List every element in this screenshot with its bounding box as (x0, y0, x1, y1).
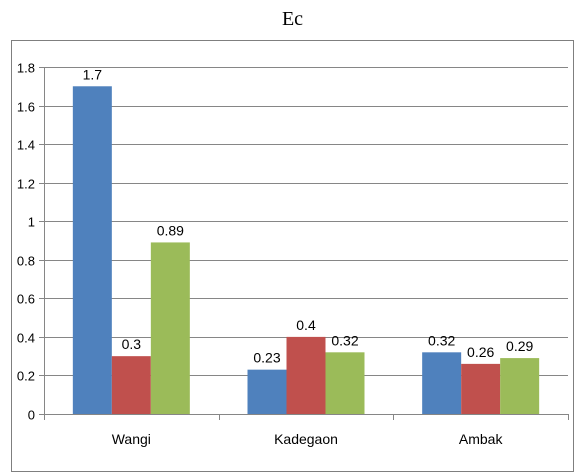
data-label-wangi-series-3: 0.89 (157, 222, 184, 238)
axes (39, 67, 569, 420)
data-label-ambak-series-3: 0.29 (506, 338, 533, 354)
bar-kadegaon-series-2 (286, 336, 326, 414)
y-tick-label-4: 0.8 (17, 254, 35, 269)
y-tick-label-9: 1.8 (17, 61, 35, 76)
bar-kadegaon-series-3 (325, 352, 365, 414)
data-label-kadegaon-series-2: 0.4 (296, 317, 316, 333)
y-tick-label-6: 1.2 (17, 177, 35, 192)
gridlines (44, 67, 568, 376)
data-label-wangi-series-1: 1.7 (83, 66, 103, 82)
bar-ambak-series-2 (461, 363, 501, 414)
data-label-kadegaon-series-3: 0.32 (331, 332, 358, 348)
y-tick-label-8: 1.6 (17, 100, 35, 115)
bar-ambak-series-1 (422, 352, 462, 414)
x-category-label-ambak: Ambak (459, 431, 504, 447)
data-label-kadegaon-series-1: 0.23 (253, 350, 280, 366)
data-label-ambak-series-2: 0.26 (467, 344, 494, 360)
x-category-label-kadegaon: Kadegaon (274, 431, 338, 447)
bars (72, 86, 540, 415)
labels: 0 0.2 0.4 0.6 0.8 1 1.2 1.4 1.6 1.8 1.7 0.3 0.89 Wang… (17, 61, 534, 448)
y-tick-label-1: 0.2 (17, 369, 35, 384)
bar-ambak-series-3 (500, 358, 540, 414)
bar-kadegaon-series-1 (247, 369, 287, 414)
data-label-wangi-series-2: 0.3 (122, 336, 142, 352)
data-label-ambak-series-1: 0.32 (428, 332, 455, 348)
y-tick-label-0: 0 (28, 408, 35, 423)
chart-title: Ec (281, 8, 304, 30)
bar-wangi-series-2 (111, 356, 151, 414)
y-tick-label-3: 0.6 (17, 292, 35, 307)
bar-wangi-series-1 (72, 86, 112, 415)
bar-wangi-series-3 (150, 242, 190, 414)
y-tick-label-2: 0.4 (17, 331, 35, 346)
y-tick-label-5: 1 (28, 215, 35, 230)
x-category-label-wangi: Wangi (112, 431, 151, 447)
y-tick-label-7: 1.4 (17, 138, 35, 153)
